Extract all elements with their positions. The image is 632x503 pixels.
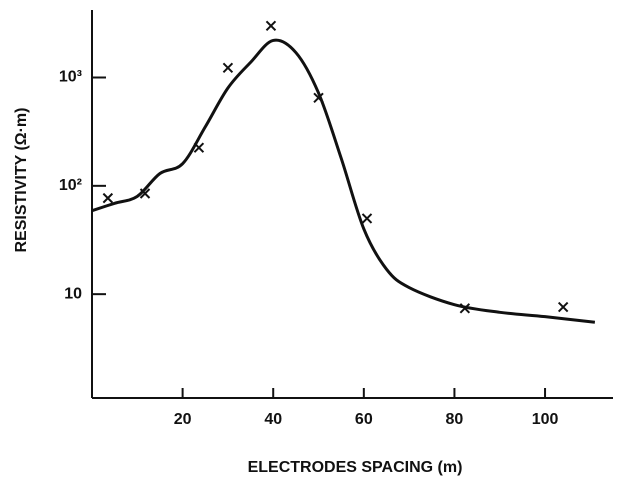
x-axis-label: ELECTRODES SPACING (m) [248, 459, 463, 476]
x-tick-label: 80 [446, 411, 464, 428]
data-point [102, 192, 114, 204]
data-point [557, 301, 569, 313]
y-axis-label: RESISTIVITY (Ω·m) [13, 108, 30, 253]
y-tick-label: 10 [64, 285, 82, 302]
x-tick-label: 40 [264, 411, 282, 428]
x-tick-label: 60 [355, 411, 373, 428]
y-tick-label: 10² [59, 177, 82, 194]
x-tick-label: 100 [532, 411, 559, 428]
x-tick-label: 20 [174, 411, 192, 428]
data-point [361, 213, 373, 224]
curve [91, 38, 596, 324]
data-point [222, 62, 234, 73]
data-point [265, 20, 277, 32]
y-tick-label: 10³ [59, 69, 82, 86]
